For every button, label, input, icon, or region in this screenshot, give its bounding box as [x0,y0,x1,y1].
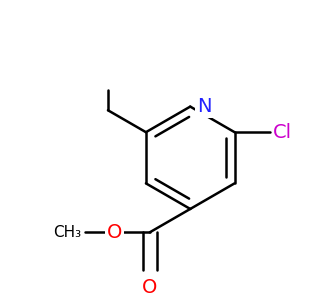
Text: O: O [107,223,122,242]
Text: Cl: Cl [273,123,292,142]
Text: CH₃: CH₃ [53,225,81,240]
Text: O: O [142,278,157,297]
Text: N: N [197,97,211,116]
